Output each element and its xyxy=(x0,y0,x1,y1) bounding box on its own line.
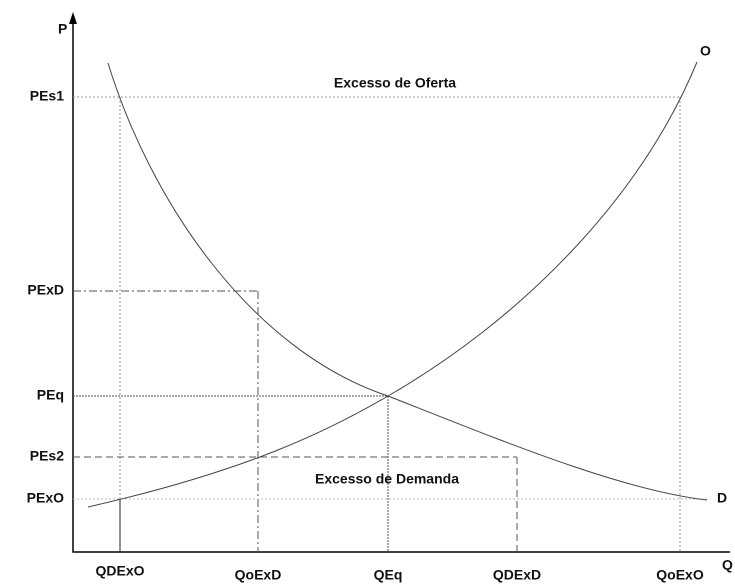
demand-label: D xyxy=(717,490,727,506)
x-label: QEq xyxy=(374,567,403,583)
x-label: QDExO xyxy=(95,563,144,579)
y-axis-label: P xyxy=(58,21,67,37)
demand-curve xyxy=(107,62,708,501)
guides xyxy=(73,96,707,552)
supply-label: O xyxy=(700,43,711,59)
y-label: PEq xyxy=(37,387,64,403)
y-label: PEs2 xyxy=(30,448,64,464)
y-label: PExO xyxy=(27,490,64,506)
y-label: PExD xyxy=(27,282,64,298)
x-label: QoExD xyxy=(235,567,282,583)
y-label: PEs1 xyxy=(30,88,64,104)
x-axis-label: Q xyxy=(722,557,733,573)
region-label: Excesso de Demanda xyxy=(315,471,459,487)
axes xyxy=(72,15,730,553)
region-label: Excesso de Oferta xyxy=(334,75,456,91)
supply-curve xyxy=(87,61,698,508)
y-arrow xyxy=(69,12,77,24)
x-label: QoExO xyxy=(656,567,704,583)
x-label: QDExD xyxy=(493,567,541,583)
